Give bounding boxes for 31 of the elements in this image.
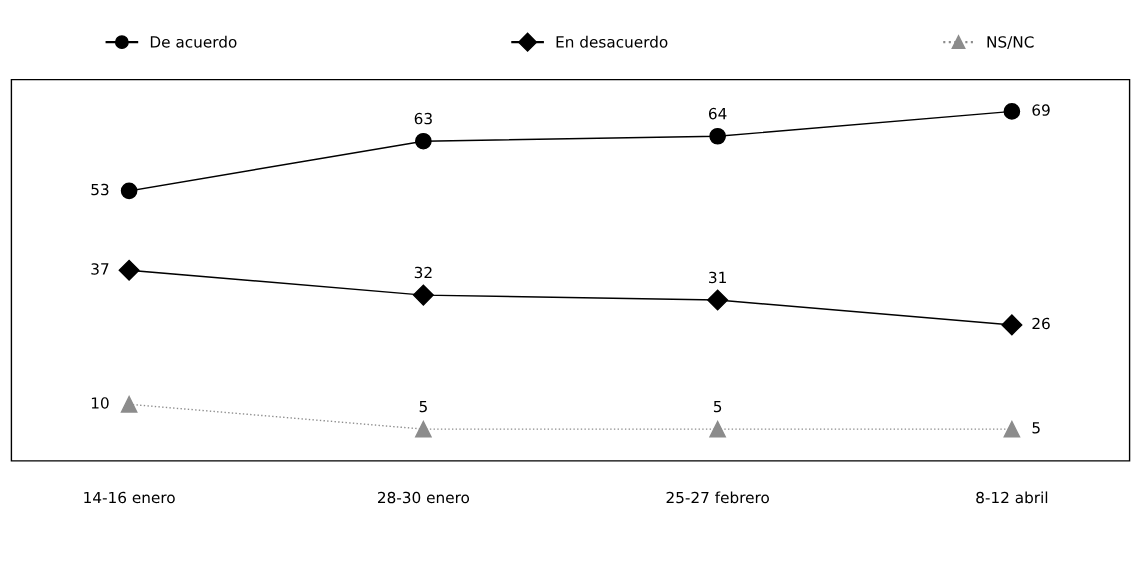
data-label: 53 [91,183,109,196]
data-label: 5 [713,400,722,413]
data-label: 32 [414,266,432,279]
x-tick-label: 8-12 abril [976,491,1048,504]
point [709,127,726,145]
data-label: 37 [91,263,109,275]
legend-label: NS/NC [987,36,1034,49]
point [415,420,432,438]
point [707,289,729,311]
legend-label: De acuerdo [150,35,237,48]
x-tick-label: 14-16 enero [84,491,175,504]
point [709,420,726,438]
point [1001,314,1023,336]
data-label: 5 [1032,422,1040,434]
data-label: 5 [419,400,427,413]
data-label: 64 [708,107,727,120]
data-label: 10 [91,397,109,409]
data-label: 31 [709,271,726,284]
point [1003,420,1021,438]
point [120,395,138,413]
data-label: 63 [414,112,432,125]
point [120,182,138,200]
point [412,284,434,306]
point [415,132,432,150]
point [118,259,140,281]
x-tick-label: 28-30 enero [377,491,470,504]
data-label: 69 [1032,104,1050,116]
x-tick-label: 25-27 febrero [666,491,769,504]
data-label: 26 [1032,317,1050,330]
legend-label: En desacuerdo [556,35,668,48]
point [1003,103,1021,120]
